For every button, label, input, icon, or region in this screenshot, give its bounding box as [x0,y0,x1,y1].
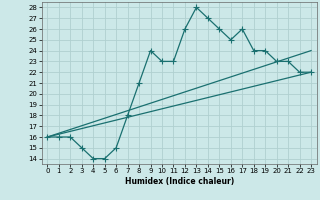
X-axis label: Humidex (Indice chaleur): Humidex (Indice chaleur) [124,177,234,186]
